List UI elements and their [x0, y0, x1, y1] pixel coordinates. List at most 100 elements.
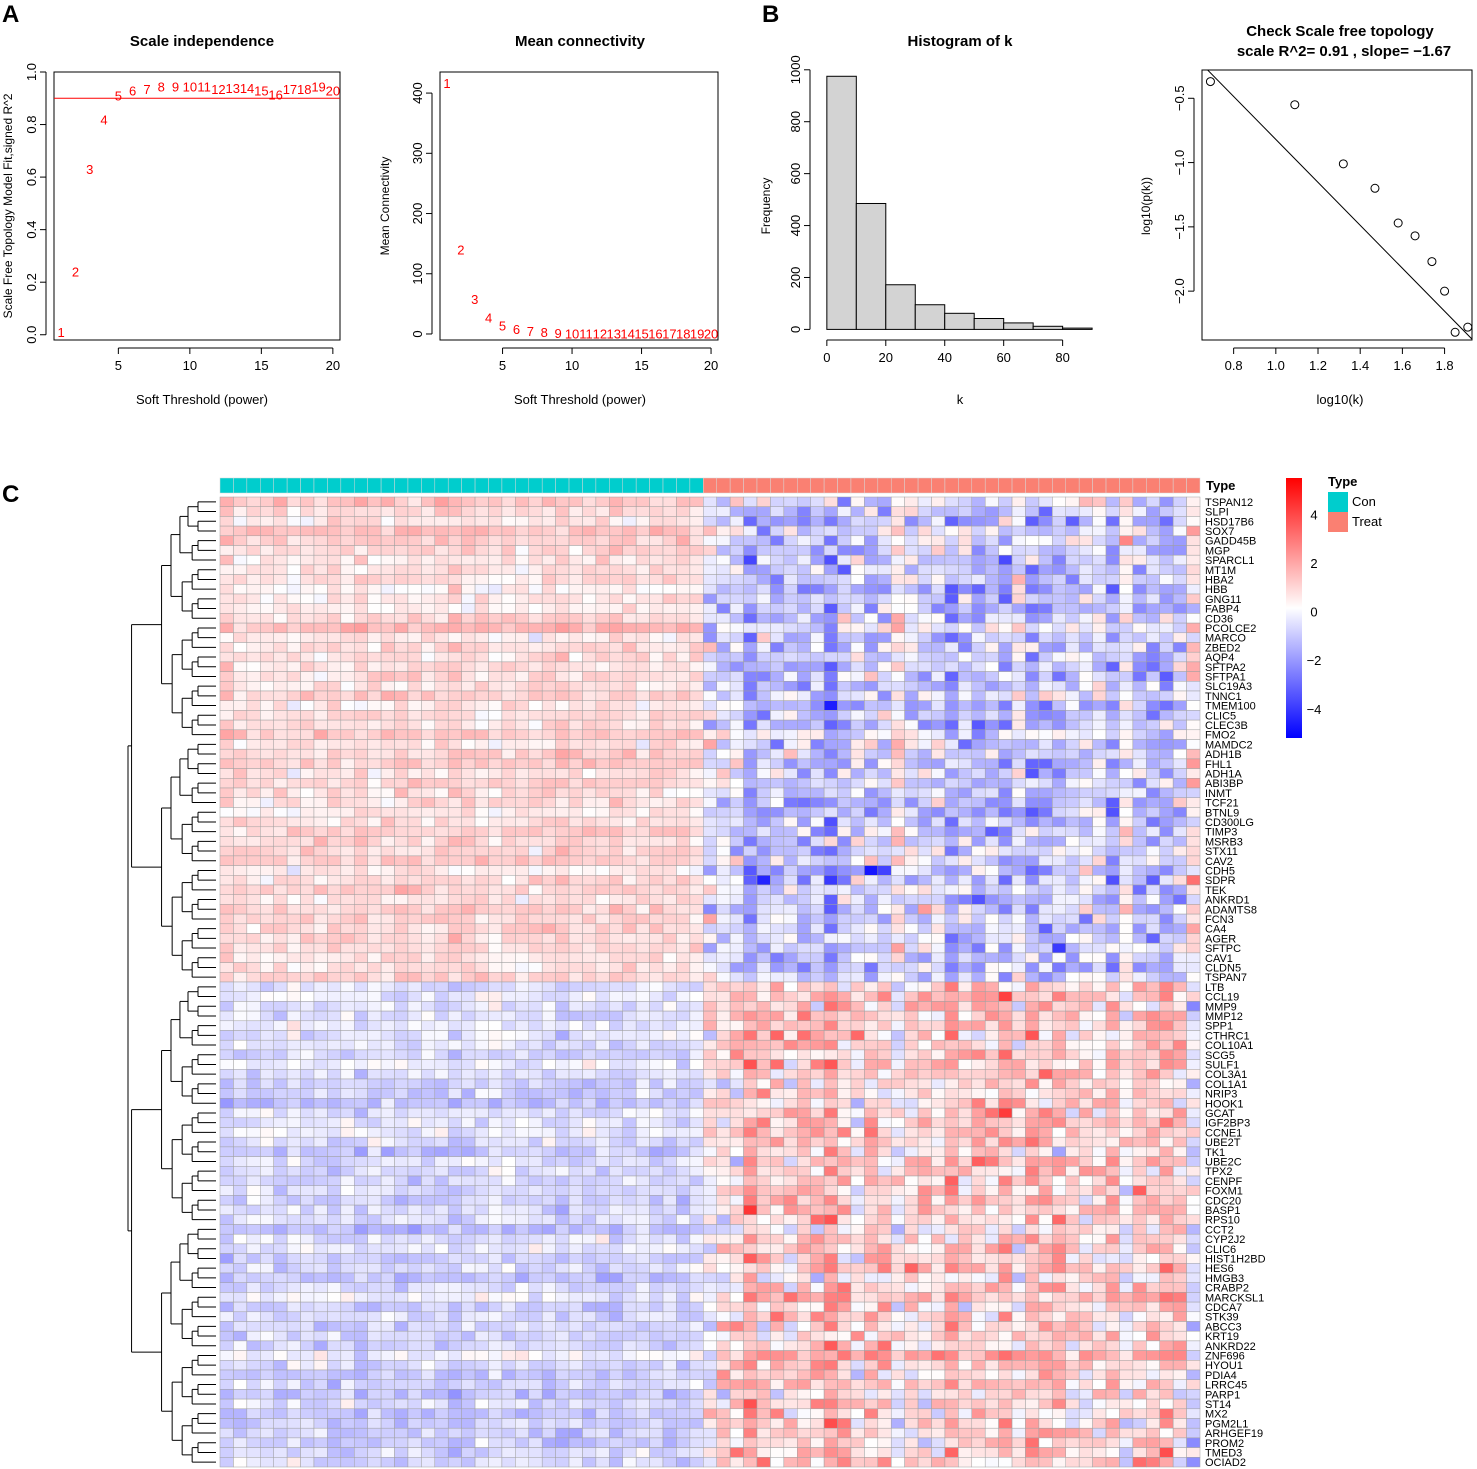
heatmap-cell	[1159, 1078, 1174, 1089]
heatmap-cell	[340, 952, 355, 963]
heatmap-cell	[1105, 613, 1120, 624]
x-tick-label: 1.2	[1309, 358, 1327, 373]
heatmap-cell	[447, 613, 462, 624]
heatmap-cell	[233, 797, 248, 808]
heatmap-cell	[931, 496, 946, 507]
heatmap-cell	[622, 729, 637, 740]
heatmap-cell	[555, 1088, 570, 1099]
heatmap-cell	[447, 768, 462, 779]
heatmap-cell	[649, 584, 664, 595]
heatmap-cell	[474, 1030, 489, 1041]
heatmap-cell	[595, 681, 610, 692]
heatmap-cell	[327, 787, 342, 798]
heatmap-cell	[300, 787, 315, 798]
heatmap-cell	[233, 1059, 248, 1070]
heatmap-cell	[662, 816, 677, 828]
heatmap-cell	[1105, 622, 1120, 634]
heatmap-cell	[1119, 1107, 1134, 1119]
heatmap-cell	[1132, 981, 1147, 992]
heatmap-cell	[676, 884, 691, 895]
heatmap-cell	[662, 525, 677, 537]
heatmap-cell	[1159, 894, 1174, 905]
heatmap-cell	[958, 1020, 973, 1031]
heatmap-cell	[622, 826, 637, 837]
heatmap-cell	[931, 584, 946, 595]
point-label: 8	[158, 79, 165, 94]
heatmap-cell	[716, 826, 731, 837]
heatmap-cell	[810, 1069, 825, 1080]
heatmap-cell	[609, 816, 623, 828]
heatmap-cell	[864, 913, 879, 925]
heatmap-cell	[850, 787, 865, 798]
heatmap-cell	[488, 613, 503, 624]
heatmap-cell	[931, 991, 946, 1002]
heatmap-cell	[1078, 1098, 1093, 1109]
heatmap-cell	[501, 904, 516, 915]
heatmap-cell	[286, 554, 301, 566]
heatmap-cell	[649, 865, 664, 876]
heatmap-cell	[689, 923, 704, 934]
heatmap-cell	[1146, 700, 1160, 711]
heatmap-cell	[421, 574, 436, 585]
heatmap-cell	[1105, 632, 1120, 643]
heatmap-cell	[595, 642, 610, 653]
heatmap-cell	[1038, 826, 1053, 837]
heatmap-cell	[260, 690, 274, 701]
heatmap-cell	[662, 1098, 677, 1109]
heatmap-cell	[783, 768, 798, 779]
heatmap-cell	[743, 642, 758, 653]
heatmap-cell	[837, 758, 852, 769]
heatmap-cell	[823, 855, 838, 866]
heatmap-cell	[797, 1107, 811, 1119]
heatmap-cell	[649, 1088, 664, 1099]
heatmap-cell	[407, 632, 422, 643]
heatmap-cell	[219, 613, 234, 624]
heatmap-cell	[770, 855, 785, 866]
heatmap-cell	[233, 1030, 248, 1041]
heatmap-cell	[662, 913, 677, 925]
heatmap-cell	[743, 845, 758, 857]
heatmap-cell	[447, 1030, 462, 1041]
heatmap-cell	[662, 1117, 677, 1128]
heatmap-cell	[971, 972, 986, 983]
heatmap-cell	[260, 525, 274, 537]
heatmap-cell	[998, 933, 1013, 944]
heatmap-cell	[555, 991, 570, 1002]
heatmap-cell	[273, 1010, 288, 1022]
heatmap-cell	[394, 584, 409, 595]
heatmap-cell	[1038, 972, 1053, 983]
heatmap-cell	[394, 700, 409, 711]
heatmap-cell	[890, 632, 905, 643]
heatmap-cell	[1159, 603, 1174, 614]
heatmap-cell	[622, 700, 637, 711]
heatmap-cell	[756, 991, 771, 1002]
heatmap-cell	[340, 729, 355, 740]
heatmap-cell	[327, 593, 342, 604]
heatmap-cell	[340, 797, 355, 808]
heatmap-cell	[340, 942, 355, 954]
heatmap-cell	[1065, 535, 1080, 546]
heatmap-cell	[300, 1049, 315, 1060]
heatmap-cell	[340, 787, 355, 798]
heatmap-cell	[1038, 962, 1053, 973]
heatmap-cell	[447, 972, 462, 983]
heatmap-cell	[434, 700, 449, 711]
heatmap-cell	[1105, 875, 1120, 886]
heatmap-cell	[327, 729, 342, 740]
heatmap-cell	[958, 855, 973, 866]
heatmap-cell	[797, 690, 811, 701]
heatmap-cell	[810, 525, 825, 537]
heatmap-cell	[1146, 933, 1160, 944]
heatmap-cell	[864, 1049, 879, 1060]
heatmap-cell	[1132, 1078, 1147, 1089]
heatmap-cell	[877, 758, 892, 769]
heatmap-cell	[662, 632, 677, 643]
heatmap-cell	[421, 904, 436, 915]
heatmap-cell	[1119, 690, 1134, 701]
heatmap-cell	[756, 855, 771, 866]
heatmap-cell	[367, 681, 382, 692]
heatmap-cell	[1172, 535, 1187, 546]
heatmap-cell	[797, 506, 811, 517]
heatmap-cell	[582, 506, 597, 517]
heatmap-cell	[823, 516, 838, 527]
